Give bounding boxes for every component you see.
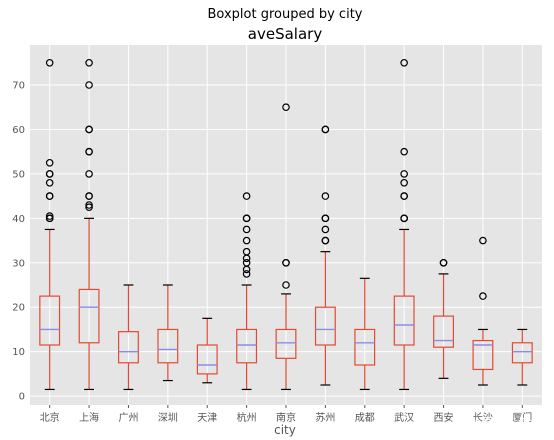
outlier-point xyxy=(242,247,251,256)
y-tick-label: 0 xyxy=(19,392,25,403)
outlier-point xyxy=(321,236,330,245)
outlier-point xyxy=(45,170,54,178)
x-tick-label: 苏州 xyxy=(315,411,335,424)
outlier-point xyxy=(400,147,408,156)
outlier-point xyxy=(45,214,54,223)
box-杭州 xyxy=(236,192,258,391)
outlier-point xyxy=(242,258,251,267)
outlier-point xyxy=(479,236,487,245)
box-深圳 xyxy=(157,284,179,382)
x-tick-label: 厦门 xyxy=(512,411,532,424)
box-天津 xyxy=(196,317,218,384)
outlier-point xyxy=(321,225,330,234)
outlier-point xyxy=(45,158,54,167)
y-tick-label: 50 xyxy=(12,169,25,180)
box-广州 xyxy=(118,284,139,391)
box-厦门 xyxy=(511,328,533,386)
outlier-point xyxy=(85,58,93,67)
box-西安 xyxy=(433,258,454,379)
box-南京 xyxy=(275,103,297,391)
x-tick-label: 深圳 xyxy=(158,412,178,424)
iqr-box xyxy=(196,344,218,375)
x-tick-label: 杭州 xyxy=(237,411,257,424)
x-tick-label: 成都 xyxy=(355,412,375,424)
x-tick-label: 天津 xyxy=(197,412,217,424)
outlier-point xyxy=(242,192,251,200)
outlier-point xyxy=(439,258,448,267)
iqr-box xyxy=(275,328,297,359)
outlier-point xyxy=(242,225,251,234)
iqr-box xyxy=(354,328,376,366)
chart-title: aveSalary xyxy=(248,25,323,43)
iqr-box xyxy=(433,315,454,348)
iqr-box xyxy=(393,295,415,346)
box-成都 xyxy=(354,277,376,391)
outlier-point xyxy=(400,192,408,200)
outlier-point xyxy=(85,125,93,134)
iqr-box xyxy=(236,328,258,364)
x-tick-label: 武汉 xyxy=(394,411,414,424)
iqr-box xyxy=(314,306,336,346)
box-北京 xyxy=(39,58,61,391)
x-tick-label: 广州 xyxy=(118,412,138,424)
iqr-box xyxy=(472,339,494,371)
y-tick-label: 70 xyxy=(12,81,25,92)
y-tick-label: 20 xyxy=(12,303,25,314)
x-tick-label: 长沙 xyxy=(473,412,493,424)
iqr-box xyxy=(78,288,100,344)
iqr-box xyxy=(39,295,61,346)
outlier-point xyxy=(400,214,408,223)
outlier-point xyxy=(85,203,93,212)
x-axis-ticks: 北京 上海 广州 深圳 天津 杭州 南京 苏州 成都 武汉 西安 长沙 厦门 xyxy=(40,405,532,424)
chart-suptitle: Boxplot grouped by city xyxy=(208,7,363,22)
iqr-box xyxy=(118,331,139,364)
outlier-point xyxy=(45,178,54,187)
outlier-point xyxy=(85,170,93,178)
box-武汉 xyxy=(393,58,415,391)
outlier-point xyxy=(85,81,93,89)
iqr-box xyxy=(511,342,533,364)
box-上海 xyxy=(78,58,100,391)
outlier-point xyxy=(282,281,290,289)
x-tick-label: 上海 xyxy=(79,411,99,424)
outlier-point xyxy=(85,192,93,200)
outlier-point xyxy=(45,58,54,67)
x-tick-label: 北京 xyxy=(40,411,60,424)
outlier-point xyxy=(282,258,290,267)
outlier-point xyxy=(479,292,487,300)
box-苏州 xyxy=(314,125,336,386)
outlier-point xyxy=(85,201,93,209)
y-tick-label: 30 xyxy=(12,258,25,269)
outlier-point xyxy=(400,170,408,178)
x-axis-label: city xyxy=(274,423,296,437)
outlier-point xyxy=(400,178,408,187)
y-tick-label: 10 xyxy=(12,347,25,358)
y-axis-ticks: 0 10 20 30 40 50 60 70 xyxy=(12,81,25,403)
iqr-box xyxy=(157,328,179,364)
outlier-point xyxy=(282,103,290,112)
outlier-point xyxy=(45,192,54,200)
watermark-text: @稀土掘金技术社区 xyxy=(449,415,548,429)
y-tick-label: 40 xyxy=(12,214,25,225)
x-tick-label: 西安 xyxy=(434,411,454,424)
outlier-point xyxy=(321,125,330,134)
box-长沙 xyxy=(472,236,494,386)
outlier-point xyxy=(321,192,330,200)
outlier-point xyxy=(242,270,251,278)
outlier-point xyxy=(321,214,330,223)
outlier-point xyxy=(45,212,54,220)
outlier-point xyxy=(242,236,251,245)
x-tick-label: 南京 xyxy=(276,411,296,424)
outlier-point xyxy=(242,214,251,223)
box-series xyxy=(39,58,533,391)
y-tick-label: 60 xyxy=(12,125,25,136)
outlier-point xyxy=(85,147,93,156)
outlier-point xyxy=(400,58,408,67)
